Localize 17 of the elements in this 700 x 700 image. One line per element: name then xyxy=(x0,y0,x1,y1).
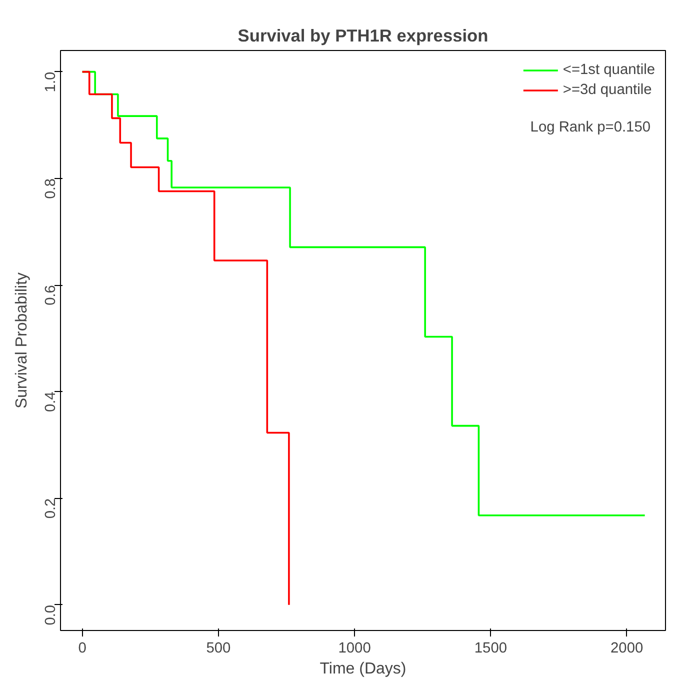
annotation: Log Rank p=0.150 xyxy=(530,120,651,136)
x-tick-label: 1000 xyxy=(338,640,371,656)
x-tick-label: 1500 xyxy=(474,640,508,656)
y-tick-label: 0.0 xyxy=(43,604,59,626)
y-axis-title: Survival Probability xyxy=(14,272,30,409)
x-tick-label: 0 xyxy=(78,640,86,656)
y-tick-label: 0.2 xyxy=(43,498,59,519)
y-tick-label: 1.0 xyxy=(43,72,59,92)
legend-label: <=1st quantile xyxy=(562,62,655,78)
x-tick-label: 500 xyxy=(206,640,231,656)
legend-label: >=3d quantile xyxy=(562,82,652,98)
y-tick-label: 0.6 xyxy=(43,285,59,306)
y-tick-label: 0.8 xyxy=(43,178,59,199)
chart-title: Survival by PTH1R expression xyxy=(238,26,488,46)
x-axis-title: Time (Days) xyxy=(320,660,406,678)
y-tick-label: 0.4 xyxy=(43,392,59,412)
x-tick-label: 2000 xyxy=(610,640,644,656)
